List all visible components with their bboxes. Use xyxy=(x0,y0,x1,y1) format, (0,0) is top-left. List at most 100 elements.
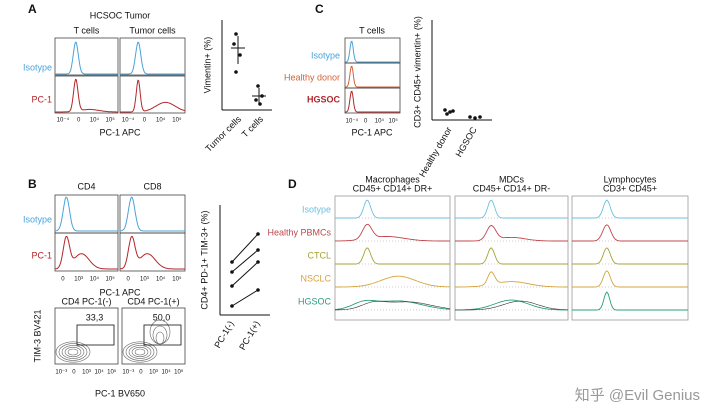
row-label: CTCL xyxy=(307,250,331,260)
x-tick-label: 10⁴ xyxy=(375,118,385,125)
histogram xyxy=(119,235,185,270)
plot-frame xyxy=(121,307,186,365)
gate xyxy=(76,324,115,346)
column-title: MDCs xyxy=(499,174,524,184)
x-tick-label: 10³ xyxy=(149,370,158,376)
column-markers: CD45+ CD14+ DR- xyxy=(473,183,551,193)
category-label: PC-1(+) xyxy=(237,319,262,352)
histogram xyxy=(55,196,118,232)
histogram xyxy=(120,41,185,75)
dot xyxy=(256,84,260,88)
row-label: Healthy donor xyxy=(284,72,340,82)
histogram xyxy=(335,199,450,219)
panel-letter: D xyxy=(288,177,297,191)
category-label: Tumor cells xyxy=(203,114,243,154)
axis-label: CD4+ PD-1+ TIM-3+ (%) xyxy=(199,210,209,309)
x-tick-label: 10⁵ xyxy=(107,369,117,376)
column-title: Macrophages xyxy=(365,174,420,184)
plot-frame xyxy=(334,195,451,321)
column-label: CD8 xyxy=(143,181,161,191)
plot-frame xyxy=(54,37,119,76)
column-label: T cells xyxy=(74,25,100,35)
histogram xyxy=(345,40,400,63)
x-tick-label: 10⁵ xyxy=(389,118,399,125)
contour xyxy=(58,343,88,361)
column-label: CD4 xyxy=(77,181,95,191)
x-tick-label: 10⁴ xyxy=(161,369,171,376)
x-tick-label: 10⁵ xyxy=(106,276,116,283)
contour xyxy=(152,325,168,345)
dot xyxy=(254,98,258,102)
dot xyxy=(232,42,236,46)
x-tick-label: 10⁻⁴ xyxy=(346,118,359,125)
histogram xyxy=(572,270,688,288)
axis-line xyxy=(231,289,259,307)
row-label: HGSOC xyxy=(298,296,332,306)
dot xyxy=(230,284,234,288)
dot xyxy=(443,108,447,112)
histogram xyxy=(572,224,688,242)
dot xyxy=(230,270,234,274)
histogram xyxy=(345,65,400,88)
x-tick-label: 10⁵ xyxy=(172,117,182,124)
dot xyxy=(256,248,260,252)
x-tick-label: 10⁻³ xyxy=(55,370,67,376)
dot xyxy=(448,110,452,114)
histogram xyxy=(120,196,185,232)
row-label: Isotype xyxy=(302,204,331,214)
x-tick-label: 0 xyxy=(72,370,76,376)
histogram xyxy=(454,299,569,311)
gate-value: 33,3 xyxy=(86,312,104,322)
axis-line xyxy=(231,249,259,273)
row-label: NSCLC xyxy=(300,273,331,283)
histogram xyxy=(455,199,568,219)
dot xyxy=(468,115,472,119)
row-label: PC-1 xyxy=(31,94,52,104)
contour xyxy=(128,345,152,359)
x-tick-label: 0 xyxy=(61,277,65,283)
histogram xyxy=(334,299,451,310)
x-tick-label: 0 xyxy=(139,370,143,376)
axis-label: CD3+ CD45+ vimentin+ (%) xyxy=(412,16,422,128)
x-tick-label: 10⁴ xyxy=(90,117,100,124)
contour xyxy=(55,341,91,363)
column-title: Lymphocytes xyxy=(604,174,657,184)
plot-frame xyxy=(119,232,186,272)
dot xyxy=(230,304,234,308)
dot xyxy=(478,115,482,119)
x-tick-label: 10⁴ xyxy=(94,369,104,376)
axis-label: PC-1 APC xyxy=(99,287,141,297)
histogram xyxy=(572,291,688,311)
column-label: T cells xyxy=(359,25,385,35)
x-tick-label: 10⁵ xyxy=(172,276,182,283)
x-tick-label: 10⁻³ xyxy=(122,370,134,376)
axis-label: Vimentin+ (%) xyxy=(202,37,212,94)
axis-label: PC-1 APC xyxy=(99,127,141,137)
dot xyxy=(230,260,234,264)
x-tick-label: 0 xyxy=(77,118,81,124)
row-label: Isotype xyxy=(23,214,52,224)
histogram xyxy=(572,199,688,219)
watermark: 知乎 @Evil Genius xyxy=(575,387,700,404)
x-tick-label: 10⁵ xyxy=(106,117,116,124)
dot xyxy=(238,53,242,57)
histogram xyxy=(54,235,118,270)
contour xyxy=(125,343,155,361)
histogram xyxy=(455,300,568,311)
histogram xyxy=(55,41,118,75)
row-label: HGSOC xyxy=(307,94,341,104)
panel-letter: A xyxy=(28,2,37,16)
dot xyxy=(445,112,449,116)
x-tick-label: 10³ xyxy=(82,370,91,376)
contour-title: CD4 PC-1(+) xyxy=(127,296,179,306)
row-label: Healthy PBMCs xyxy=(267,227,331,237)
plot-frame xyxy=(54,75,119,114)
plot-frame xyxy=(119,37,186,76)
contour xyxy=(122,341,158,363)
dot xyxy=(256,232,260,236)
contour xyxy=(155,331,165,345)
plot-frame xyxy=(54,232,119,272)
x-tick-label: 10⁵ xyxy=(174,369,184,376)
plot-frame xyxy=(571,195,689,321)
